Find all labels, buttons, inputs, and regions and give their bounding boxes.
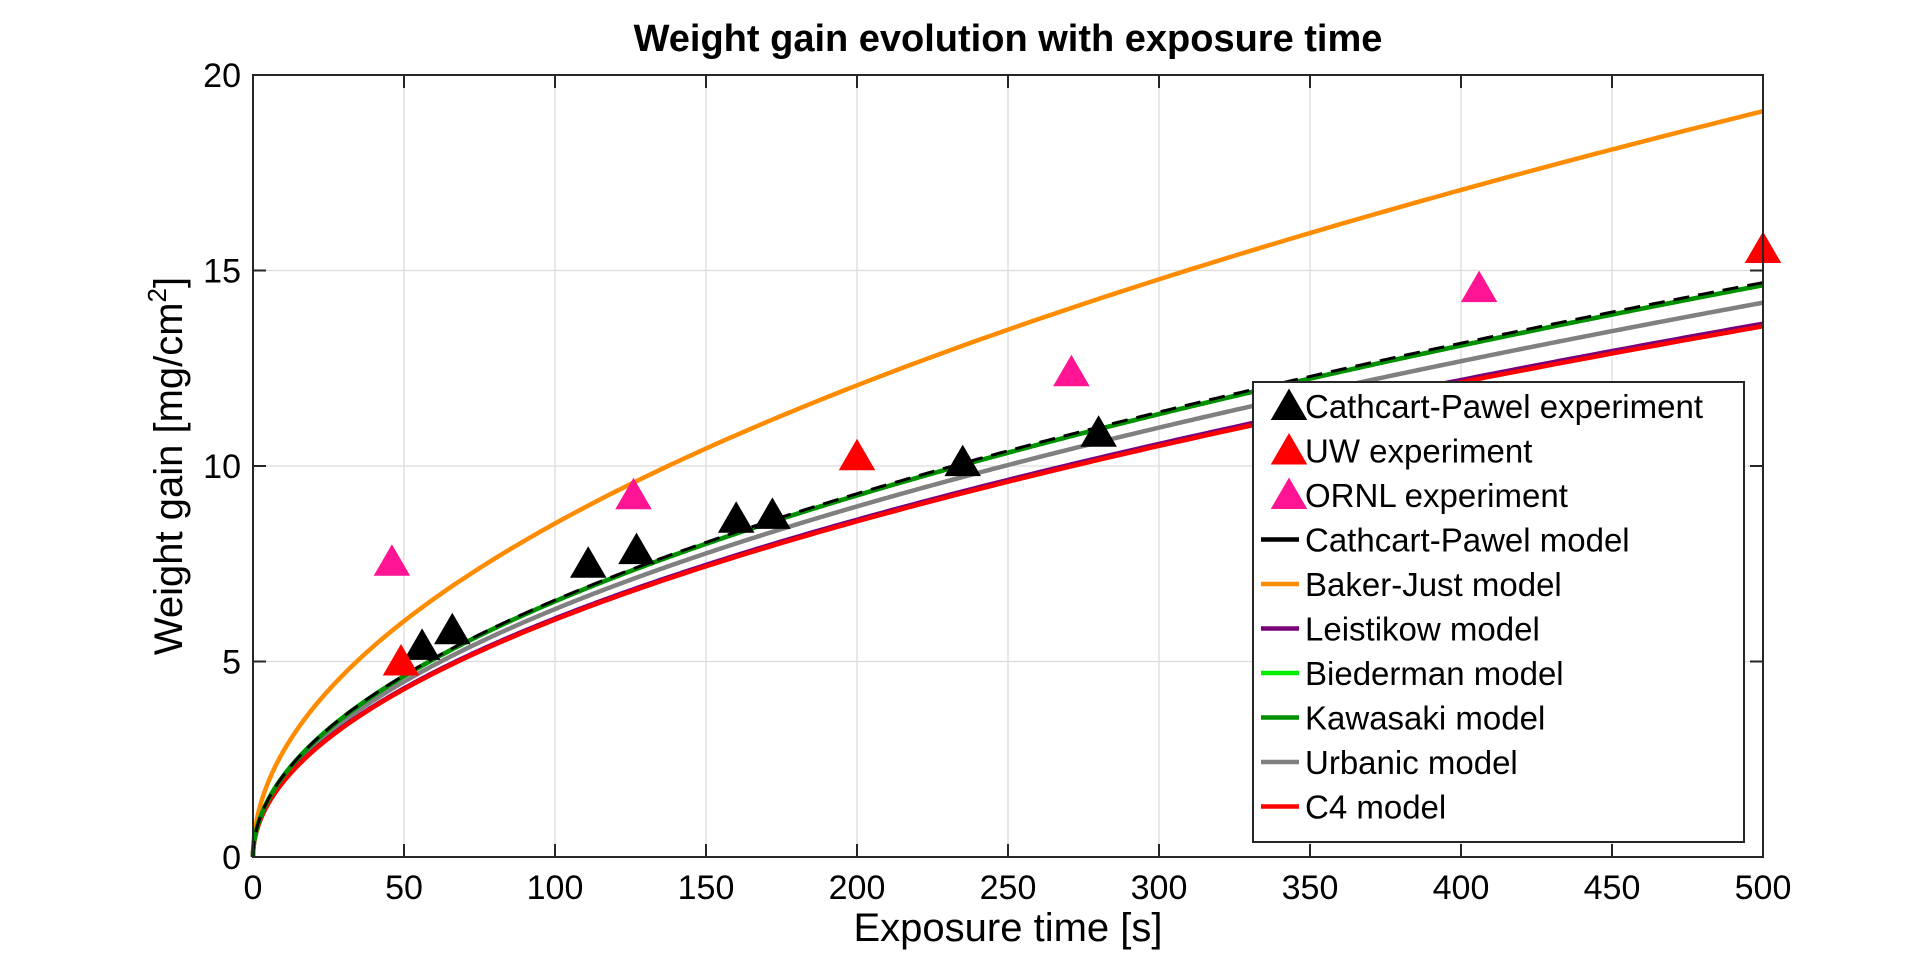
x-tick-label: 250	[980, 869, 1037, 907]
y-axis-label-main: Weight gain [mg/cm	[147, 302, 191, 655]
y-axis-label: Weight gain [mg/cm2]	[142, 277, 191, 655]
experiment-point-0	[403, 628, 441, 660]
y-tick-label: 20	[203, 57, 241, 95]
experiment-point-0	[944, 444, 981, 477]
x-tick-label: 400	[1433, 869, 1490, 907]
experiment-point-1	[382, 644, 420, 676]
experiment-point-0	[1080, 415, 1117, 447]
legend-label-7: Kawasaki model	[1305, 700, 1545, 737]
legend-label-2: ORNL experiment	[1305, 477, 1568, 514]
x-tick-label: 0	[244, 869, 263, 907]
experiment-point-2	[1460, 270, 1498, 303]
legend-label-4: Baker-Just model	[1305, 566, 1562, 603]
legend-label-8: Urbanic model	[1305, 744, 1518, 781]
legend-label-9: C4 model	[1305, 789, 1446, 826]
experiment-point-2	[615, 477, 652, 510]
experiment-point-0	[754, 497, 791, 529]
legend-box	[1252, 381, 1745, 843]
x-axis-label: Exposure time [s]	[853, 906, 1162, 950]
x-tick-label: 100	[527, 869, 584, 907]
x-tick-label: 150	[678, 869, 735, 907]
legend: Cathcart-Pawel experiment UW experiment OR…	[1252, 381, 1745, 843]
experiment-markers	[373, 231, 1782, 676]
experiment-point-0	[569, 546, 607, 578]
y-tick-label: 10	[203, 448, 241, 486]
x-tick-label: 300	[1131, 869, 1188, 907]
experiment-point-0	[434, 612, 471, 645]
y-tick-label: 5	[222, 644, 241, 682]
legend-label-0: Cathcart-Pawel experiment	[1305, 388, 1703, 425]
y-axis-label-close: ]	[147, 277, 191, 288]
experiment-point-1	[838, 438, 876, 471]
legend-label-5: Leistikow model	[1305, 611, 1540, 648]
chart-title: Weight gain evolution with exposure time	[634, 18, 1383, 60]
x-tick-label: 500	[1735, 869, 1792, 907]
experiment-point-2	[373, 544, 411, 576]
legend-label-1: UW experiment	[1305, 433, 1532, 470]
y-tick-label: 0	[222, 839, 241, 877]
experiment-point-0	[618, 532, 655, 565]
y-tick-label: 15	[203, 253, 241, 291]
model-line-0	[251, 281, 1764, 858]
legend-marker-2	[1270, 477, 1308, 509]
legend-label-6: Biederman model	[1305, 655, 1564, 692]
y-axis-label-superscript: 2	[142, 288, 172, 302]
x-tick-label: 450	[1584, 869, 1641, 907]
x-tick-label: 200	[829, 869, 886, 907]
experiment-point-2	[1053, 354, 1090, 387]
legend-marker-1	[1270, 433, 1308, 465]
experiment-point-0	[717, 501, 755, 533]
axis-ticks: 0 50 100 150 200 250 300 350 400 450 500 0 5 10 15 20	[203, 57, 1791, 907]
legend-marker-0	[1270, 388, 1308, 420]
x-tick-label: 50	[385, 869, 423, 907]
legend-label-3: Cathcart-Pawel model	[1305, 522, 1630, 559]
x-tick-label: 350	[1282, 869, 1339, 907]
